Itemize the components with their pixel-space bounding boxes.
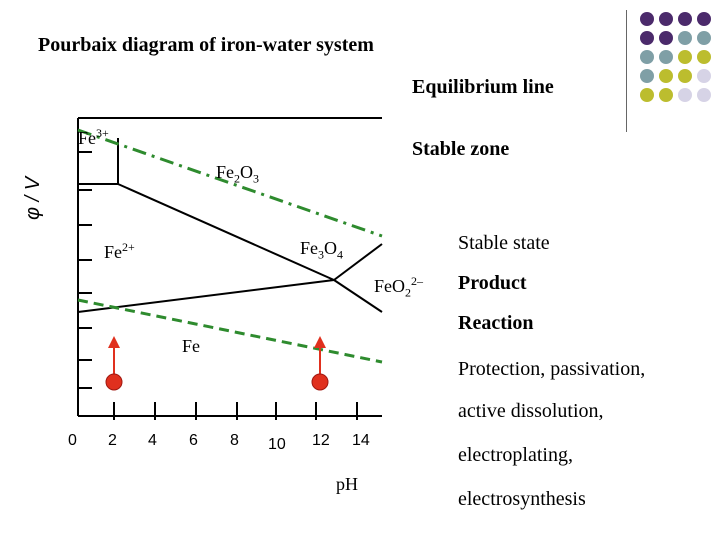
reaction-label: Reaction (458, 312, 534, 334)
y-axis-label: φ / V (22, 176, 44, 220)
decorative-dot (678, 12, 692, 26)
oxygen-equilibrium-line (77, 128, 383, 238)
decorative-dot (659, 88, 673, 102)
reaction-item: active dissolution, (458, 400, 604, 422)
decorative-dot (659, 12, 673, 26)
fe2o3-fe3o4-boundary (333, 243, 383, 281)
decorative-dot (640, 88, 654, 102)
arrow-left (105, 336, 123, 391)
x-tick-label: 8 (230, 432, 239, 449)
reaction-item: electroplating, (458, 444, 573, 466)
fe2-fe-boundary (77, 279, 335, 313)
fe3o4-feo2-boundary (333, 279, 383, 313)
x-tick-label: 4 (148, 432, 157, 449)
stable-zone-label: Stable zone (412, 138, 510, 160)
region-fe3o4: Fe3O4 (300, 238, 343, 262)
decorative-dot (659, 31, 673, 45)
decorative-dot (640, 31, 654, 45)
reaction-item: electrosynthesis (458, 488, 586, 510)
region-feo2: FeO22– (374, 274, 423, 300)
decorative-dot (678, 88, 692, 102)
region-fe: Fe (182, 336, 200, 356)
decorative-dot (697, 50, 711, 64)
decorative-dot (697, 88, 711, 102)
x-tick-label: 10 (268, 436, 286, 453)
hydrogen-equilibrium-line (77, 298, 383, 364)
decorative-dot (697, 12, 711, 26)
x-axis-label: pH (336, 474, 358, 494)
product-label: Product (458, 272, 527, 294)
decorative-dot (678, 69, 692, 83)
decorative-dot (659, 50, 673, 64)
equilibrium-line-label: Equilibrium line (412, 76, 554, 98)
x-tick-label: 2 (108, 432, 117, 449)
decorative-dot (640, 69, 654, 83)
x-tick-label: 0 (68, 432, 77, 449)
y-ticks (78, 151, 92, 389)
decorative-dot (678, 31, 692, 45)
decorative-dot (678, 50, 692, 64)
x-tick-label: 14 (352, 432, 370, 449)
x-tick-label: 12 (312, 432, 330, 449)
decorative-dot (659, 69, 673, 83)
decorative-dot (640, 12, 654, 26)
region-fe2o3: Fe2O3 (216, 162, 259, 186)
stable-state-label: Stable state (458, 232, 550, 254)
fe2o3-fe2-boundary (117, 183, 335, 281)
region-fe2: Fe2+ (104, 240, 135, 262)
decorative-dot (640, 50, 654, 64)
decorative-dot (697, 69, 711, 83)
region-fe3: Fe3+ (78, 126, 109, 148)
x-ticks (113, 402, 358, 420)
x-tick-label: 6 (189, 432, 198, 449)
page-title: Pourbaix diagram of iron-water system (38, 34, 374, 56)
reaction-item: Protection, passivation, (458, 358, 646, 380)
decorative-dot (697, 31, 711, 45)
decorative-vertical-line (626, 10, 627, 132)
arrow-right (311, 336, 329, 391)
